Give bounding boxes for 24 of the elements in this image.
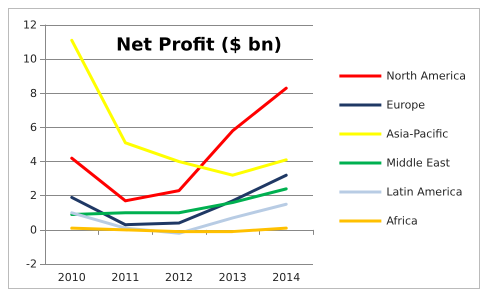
y-tick-label: 8: [30, 86, 37, 100]
y-tick-label: 6: [30, 120, 37, 134]
y-tick-label: 10: [23, 52, 37, 66]
line-series: [70, 38, 288, 177]
legend-label: Latin America: [386, 186, 462, 198]
legend-label: Europe: [386, 98, 426, 112]
line-series: [70, 174, 288, 226]
y-tick-label: 2: [30, 189, 37, 202]
legend-label: Middle East: [386, 156, 451, 170]
y-tick-label: 4: [30, 155, 37, 168]
x-tick-label: 2013: [218, 271, 247, 284]
y-tick-label: 12: [23, 18, 37, 32]
line-series: [70, 187, 288, 216]
x-tick-label: 2010: [58, 271, 86, 284]
line-series: [70, 86, 288, 202]
legend-label: Africa: [386, 214, 418, 228]
y-tick-label: -2: [26, 258, 37, 270]
x-tick-label: 2011: [111, 271, 140, 284]
legend-label: North America: [386, 70, 466, 82]
x-tick-label: 2012: [165, 271, 193, 284]
x-tick-label: 2014: [272, 271, 300, 284]
y-tick-label: 0: [30, 223, 37, 236]
text: Net Profit ($ bn): [116, 34, 282, 56]
legend-label: Asia-Pacific: [386, 128, 448, 140]
